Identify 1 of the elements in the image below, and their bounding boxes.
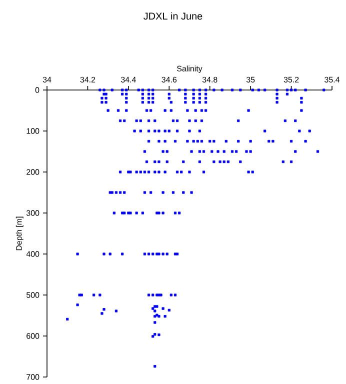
chart-title: JDXL in June — [144, 12, 202, 20]
